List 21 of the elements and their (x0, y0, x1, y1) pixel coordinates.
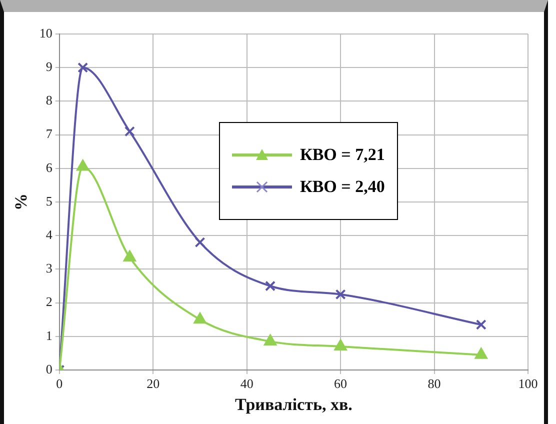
y-tick-label: 8 (46, 92, 52, 108)
y-tick-label: 1 (46, 328, 52, 343)
y-tick-label: 0 (46, 361, 52, 376)
legend-label: КВО = 7,21 (300, 145, 385, 165)
legend-label: КВО = 2,40 (300, 177, 385, 197)
y-axis-title: % (12, 194, 31, 210)
y-tick-label: 5 (46, 193, 52, 208)
y-tick-label: 6 (46, 160, 53, 175)
y-tick-label: 9 (46, 59, 52, 74)
x-tick-label: 60 (334, 376, 348, 392)
x-tick-label: 20 (146, 376, 160, 392)
y-tick-label: 2 (46, 294, 52, 310)
y-tick-label: 4 (46, 227, 53, 242)
y-tick-label: 7 (46, 126, 53, 142)
y-tick-label: 3 (46, 260, 52, 276)
x-axis-title: Тривалість, хв. (235, 395, 352, 414)
x-tick-label: 80 (428, 376, 441, 392)
x-tick-label: 40 (240, 376, 254, 392)
x-tick-label: 0 (56, 376, 63, 392)
y-tick-label: 10 (39, 25, 52, 40)
x-tick-label: 100 (518, 376, 538, 392)
